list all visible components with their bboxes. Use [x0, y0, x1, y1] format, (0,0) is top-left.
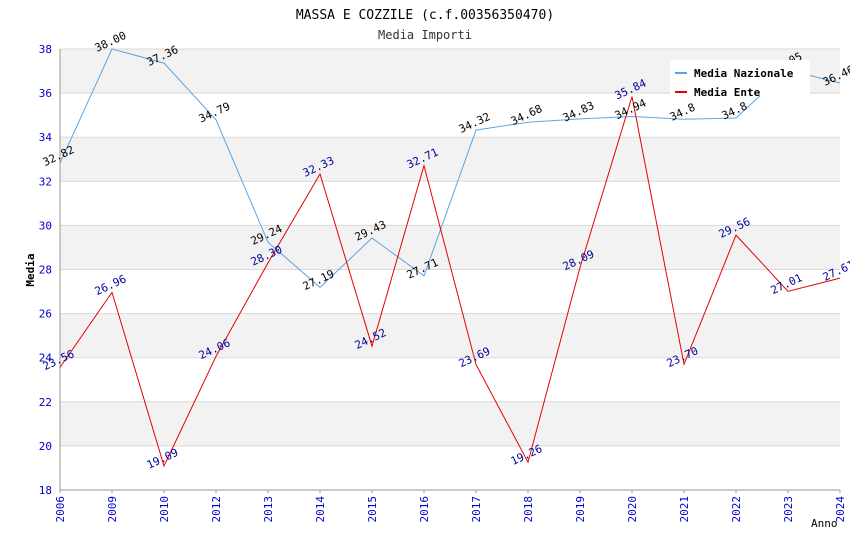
- data-label: 27.01: [769, 271, 805, 297]
- y-tick-label: 30: [39, 219, 52, 232]
- grid-lines: [59, 48, 841, 493]
- data-label: 27.19: [301, 267, 337, 293]
- x-tick-label: 2017: [470, 496, 483, 523]
- y-tick-labels: 18 20 22 24 26 28 30 32 34 36 38: [39, 43, 53, 497]
- x-tick-label: 2022: [730, 496, 743, 523]
- legend: Media Nazionale Media Ente: [670, 60, 810, 99]
- chart-title: MASSA E COZZILE (c.f.00356350470): [296, 8, 554, 23]
- y-tick-label: 20: [39, 440, 52, 453]
- y-tick-label: 28: [39, 264, 52, 277]
- series-lines: [59, 48, 841, 468]
- axes: [59, 49, 840, 491]
- x-axis-label: Anno: [811, 517, 838, 530]
- x-tick-label: 2021: [678, 496, 691, 523]
- x-tick-label: 2024: [834, 496, 847, 523]
- x-tick-label: 2014: [314, 496, 327, 523]
- data-label: 34.79: [197, 100, 233, 126]
- y-tick-label: 38: [39, 43, 52, 56]
- plot-bands: [60, 49, 840, 446]
- legend-label: Media Ente: [694, 86, 761, 99]
- data-label: 34.68: [509, 102, 545, 128]
- x-tick-label: 2013: [262, 496, 275, 523]
- legend-label: Media Nazionale: [694, 67, 794, 80]
- data-label: 34.32: [457, 110, 493, 136]
- series-line-media-ente: [59, 96, 841, 468]
- y-tick-label: 26: [39, 308, 52, 321]
- x-tick-label: 2019: [574, 496, 587, 523]
- data-label: 34.8: [668, 101, 698, 124]
- y-tick-label: 34: [39, 131, 53, 144]
- y-tick-label: 18: [39, 484, 52, 497]
- y-tick-label: 24: [39, 352, 53, 365]
- x-tick-label: 2018: [522, 496, 535, 523]
- data-label: 19.09: [145, 446, 181, 472]
- plot-band: [60, 137, 840, 182]
- x-tick-label: 2006: [54, 496, 67, 523]
- x-tick-labels: 2006 2009 2010 2012 2013 2014 2015 2016 2017 2018…: [54, 496, 847, 523]
- series-line-media-nazionale: [59, 48, 841, 289]
- plot-band: [60, 313, 840, 358]
- plot-band: [60, 225, 840, 270]
- x-tick-label: 2020: [626, 496, 639, 523]
- legend-box: [670, 60, 810, 96]
- x-tick-label: 2010: [158, 496, 171, 523]
- plot-band: [60, 401, 840, 446]
- data-label: 34.8: [720, 99, 750, 122]
- data-label: 34.83: [561, 99, 597, 125]
- x-tick-label: 2016: [418, 496, 431, 523]
- x-tick-label: 2015: [366, 496, 379, 523]
- x-tick-label: 2012: [210, 496, 223, 523]
- y-tick-label: 32: [39, 175, 52, 188]
- x-tick-label: 2023: [782, 496, 795, 523]
- chart-subtitle: Media Importi: [378, 28, 472, 42]
- x-tick-label: 2009: [106, 496, 119, 523]
- y-axis-label: Media: [24, 253, 37, 286]
- y-tick-label: 36: [39, 87, 52, 100]
- y-tick-label: 22: [39, 396, 52, 409]
